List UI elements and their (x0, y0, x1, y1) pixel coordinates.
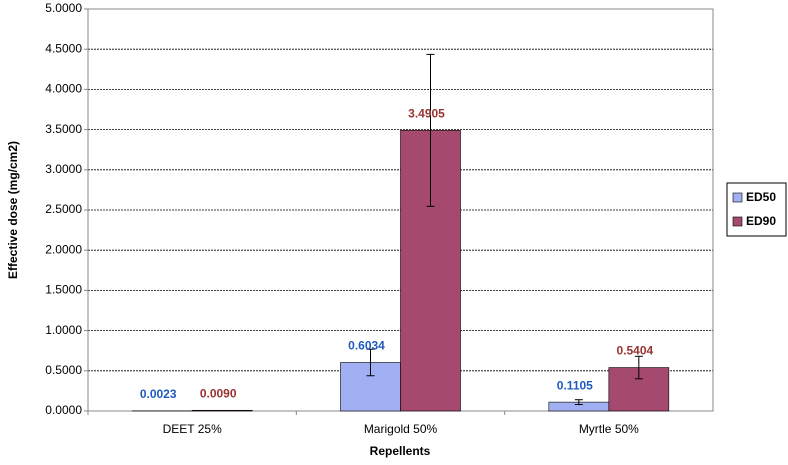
x-tick-label: Marigold 50% (364, 422, 438, 436)
legend-box (726, 182, 787, 237)
data-label: 3.4905 (408, 107, 445, 121)
bar (191, 409, 253, 412)
error-bar (574, 399, 583, 406)
y-tick-label: 3.0000 (45, 162, 82, 176)
data-label: 0.6034 (348, 339, 385, 353)
data-label: 0.0023 (140, 387, 177, 401)
x-tick-label: Myrtle 50% (579, 422, 639, 436)
y-tick-label: 3.5000 (45, 122, 82, 136)
legend-label: ED50 (746, 190, 776, 204)
x-axis-label: Repellents (370, 444, 431, 458)
y-tick-label: 0.0000 (45, 403, 82, 417)
legend-swatch (732, 216, 743, 227)
y-tick-label: 4.0000 (45, 82, 82, 96)
data-label: 0.5404 (616, 344, 653, 358)
legend-swatch (732, 192, 743, 203)
y-tick-label: 2.0000 (45, 242, 82, 256)
error-bar (426, 53, 435, 207)
error-bar (366, 348, 375, 377)
y-axis-label: Effective dose (mg/cm2) (6, 141, 20, 279)
data-label: 0.1105 (557, 378, 593, 392)
error-bar (634, 355, 643, 380)
y-tick-label: 5.0000 (45, 1, 82, 15)
y-tick-label: 0.5000 (45, 363, 82, 377)
x-tick-label: DEET 25% (163, 422, 222, 436)
y-tick-label: 2.5000 (45, 202, 82, 216)
y-tick-label: 1.0000 (45, 323, 82, 337)
y-tick-label: 1.5000 (45, 283, 82, 297)
y-tick-label: 4.5000 (45, 41, 82, 55)
data-label: 0.0090 (200, 386, 237, 400)
legend-label: ED90 (746, 214, 776, 228)
